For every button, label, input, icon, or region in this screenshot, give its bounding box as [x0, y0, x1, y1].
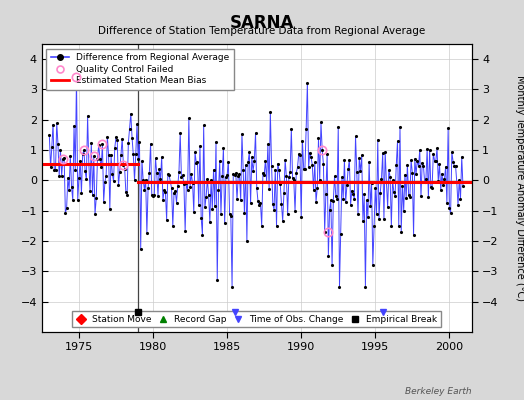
Legend: Station Move, Record Gap, Time of Obs. Change, Empirical Break: Station Move, Record Gap, Time of Obs. C… — [72, 311, 441, 328]
Text: Difference of Station Temperature Data from Regional Average: Difference of Station Temperature Data f… — [99, 26, 425, 36]
Text: Berkeley Earth: Berkeley Earth — [405, 387, 472, 396]
Text: SARNA: SARNA — [230, 14, 294, 32]
Y-axis label: Monthly Temperature Anomaly Difference (°C): Monthly Temperature Anomaly Difference (… — [515, 75, 524, 301]
